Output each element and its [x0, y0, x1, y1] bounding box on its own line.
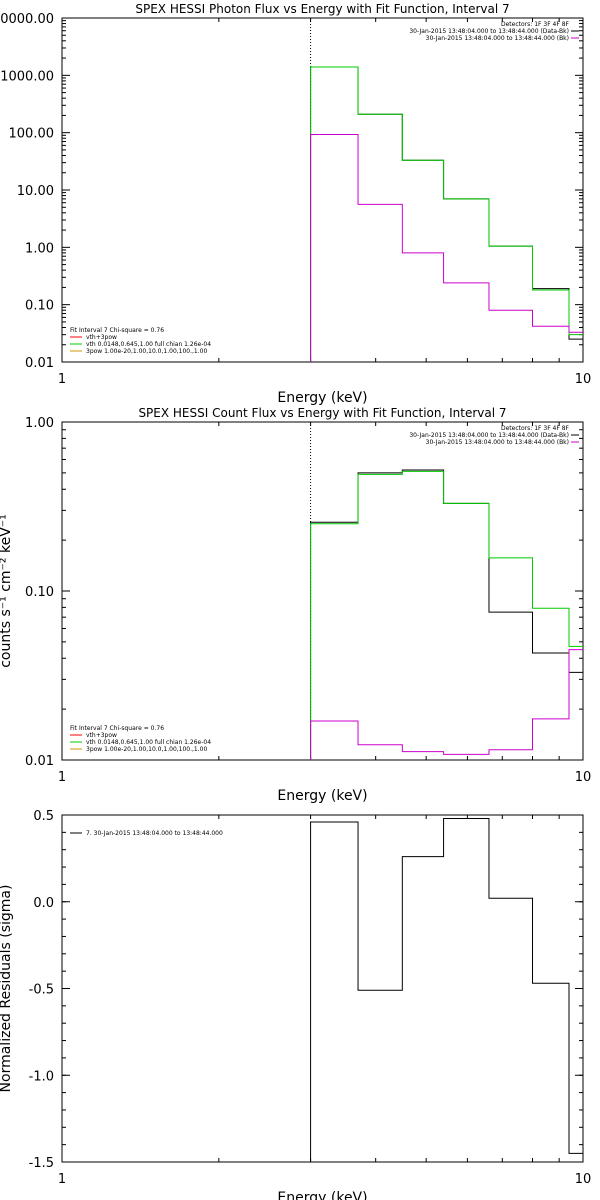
- y-tick-label: 0.10: [25, 585, 54, 600]
- legend-entry: Fit Interval 7 Chi-square = 0.76: [70, 327, 164, 334]
- legend-entry: vth 0.0148,0.645,1.00 full chian 1.26e-0…: [86, 739, 211, 746]
- y-tick-label: 1000.00: [0, 69, 54, 84]
- chart-title: SPEX HESSI Photon Flux vs Energy with Fi…: [135, 2, 509, 16]
- legend-entry: vth 0.0148,0.645,1.00 full chian 1.26e-0…: [86, 341, 211, 348]
- y-tick-label: 0.01: [25, 754, 54, 769]
- x-axis-label: Energy (keV): [277, 390, 367, 406]
- y-axis-label: Normalized Residuals (sigma): [0, 885, 14, 1093]
- legend-entry: vth+3pow: [86, 732, 117, 739]
- y-tick-label: 0.10: [25, 299, 54, 314]
- legend-entry: 3pow 1.00e-20,1.00,10.0,1.00,100.,1.00: [86, 348, 207, 355]
- x-tick-label: 10: [575, 1172, 592, 1187]
- y-tick-label: -1.5: [29, 1156, 54, 1171]
- series-0-step-line: [310, 817, 583, 1162]
- series-1-step-line: [310, 470, 583, 760]
- y-tick-label: -0.5: [29, 983, 54, 998]
- info-line: 30-Jan-2015 13:48:04.000 to 13:48:44.000…: [426, 439, 569, 446]
- x-axis-label: Energy (keV): [277, 1190, 367, 1200]
- series-0-step-line: [310, 469, 583, 760]
- count-flux-panel: SPEX HESSI Count Flux vs Energy with Fit…: [0, 406, 591, 804]
- residuals-panel: 1 10 0.5 0.0 -0.5 -1.0 -1.5 Energy (keV) Normali…: [0, 809, 591, 1200]
- y-tick-label: -1.0: [29, 1069, 54, 1084]
- y-tick-label: 0.01: [25, 356, 54, 371]
- x-tick-label: 1: [58, 770, 66, 785]
- plot-frame: [61, 814, 584, 1163]
- y-tick-label: 1.00: [25, 241, 54, 256]
- x-axis-label: Energy (keV): [277, 788, 367, 804]
- y-tick-label: 0.5: [33, 809, 54, 824]
- y-axis-label: counts s⁻¹ cm⁻² keV⁻¹: [0, 514, 14, 668]
- info-line: Detectors: 1F 3F 4F 8F: [501, 425, 570, 432]
- info-line: 30-Jan-2015 13:48:04.000 to 13:48:44.000…: [409, 28, 569, 35]
- legend-entry: vth+3pow: [86, 334, 117, 341]
- chart-title: SPEX HESSI Count Flux vs Energy with Fit…: [138, 406, 506, 420]
- y-tick-label: 100.00: [9, 127, 55, 142]
- info-line: 30-Jan-2015 13:48:04.000 to 13:48:44.000…: [426, 35, 569, 42]
- legend-entry: 7. 30-Jan-2015 13:48:04.000 to 13:48:44.…: [86, 830, 223, 837]
- legend-entry: Fit Interval 7 Chi-square = 0.76: [70, 725, 164, 732]
- y-tick-label: 10.00: [17, 184, 54, 199]
- y-tick-label: 1.00: [25, 416, 54, 431]
- x-tick-label: 1: [58, 1172, 66, 1187]
- series-2-step-line: [310, 649, 583, 760]
- series-0-step-line: [310, 66, 583, 362]
- plot-frame: [61, 421, 584, 761]
- info-line: 30-Jan-2015 13:48:04.000 to 13:48:44.000…: [409, 432, 569, 439]
- info-line: Detectors: 1F 3F 4F 8F: [501, 21, 570, 28]
- series-2-step-line: [310, 133, 583, 362]
- x-tick-label: 10: [575, 372, 592, 387]
- x-tick-label: 1: [58, 372, 66, 387]
- legend-entry: 3pow 1.00e-20,1.00,10.0,1.00,100.,1.00: [86, 746, 207, 753]
- x-tick-label: 10: [575, 770, 592, 785]
- y-tick-label: 0.0: [33, 896, 54, 911]
- photon-flux-panel: SPEX HESSI Photon Flux vs Energy with Fi…: [0, 2, 591, 406]
- y-tick-label: 0000.00: [0, 12, 54, 27]
- series-1-step-line: [310, 66, 583, 362]
